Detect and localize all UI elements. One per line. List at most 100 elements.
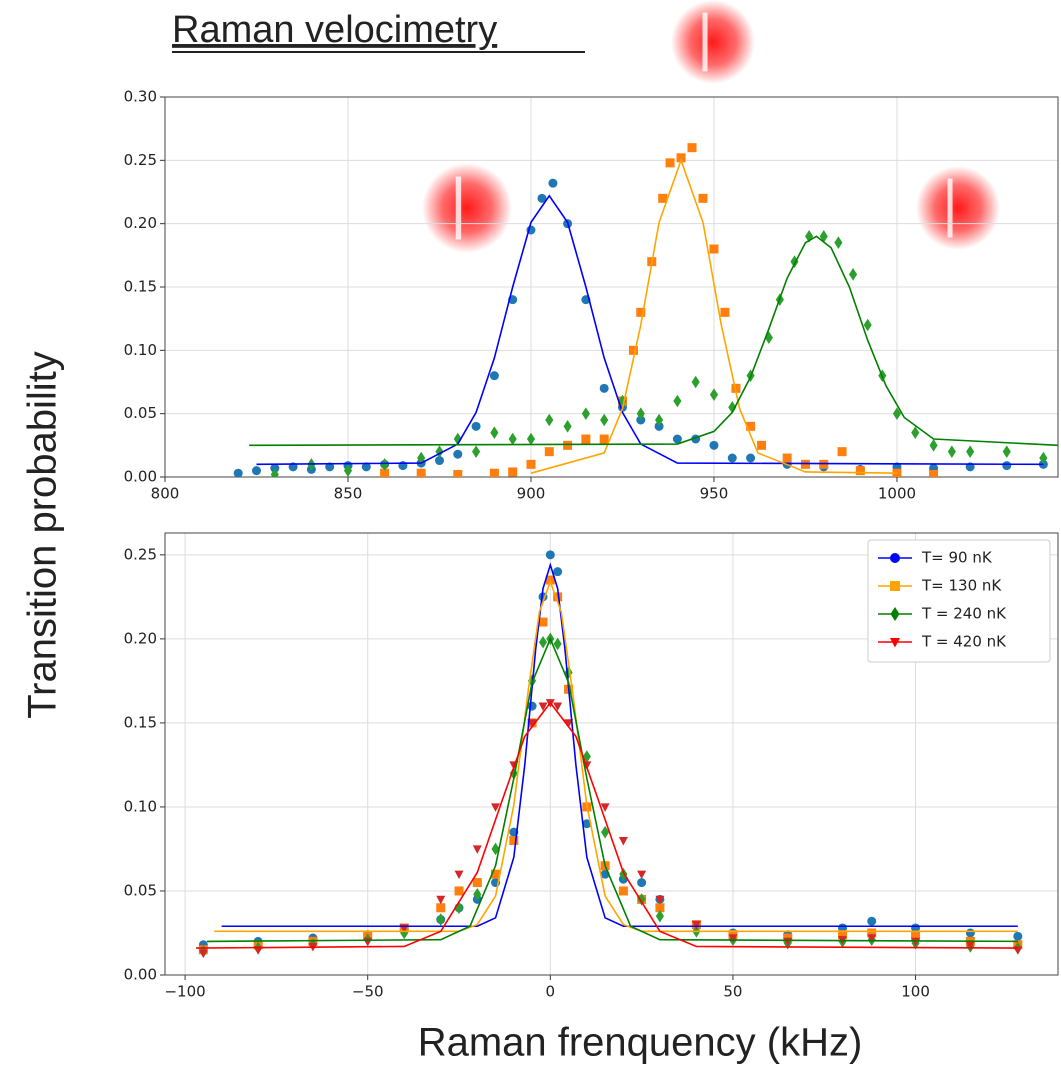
- data-point: [867, 916, 877, 926]
- data-point: [848, 268, 858, 281]
- data-point: [709, 388, 719, 401]
- x-tick-label: 100: [901, 983, 930, 1001]
- data-point: [400, 926, 409, 940]
- data-point: [867, 934, 877, 943]
- data-point: [563, 420, 572, 433]
- data-point: [526, 459, 536, 469]
- data-point: [548, 178, 558, 188]
- data-point: [538, 635, 548, 649]
- data-point: [746, 453, 756, 463]
- data-point: [619, 867, 628, 881]
- data-point: [471, 421, 481, 431]
- atom-cloud: [916, 166, 1000, 250]
- data-point: [834, 236, 843, 249]
- data-point: [489, 371, 499, 381]
- data-point: [472, 878, 482, 888]
- data-point: [892, 407, 902, 420]
- x-axis-label: Raman frenquency (kHz): [418, 1021, 863, 1065]
- x-tick-label: 1000: [878, 485, 916, 503]
- legend-box: [867, 539, 1051, 663]
- y-tick-label: 0.15: [124, 278, 157, 296]
- data-point: [1002, 461, 1012, 471]
- y-tick-label: 0.25: [124, 151, 157, 169]
- data-point: [270, 468, 279, 477]
- data-point: [544, 447, 554, 457]
- data-point: [563, 440, 573, 450]
- data-point: [838, 930, 848, 940]
- data-point: [782, 453, 792, 463]
- data-point: [654, 421, 664, 431]
- data-point: [746, 421, 756, 431]
- data-point: [600, 413, 609, 427]
- data-point: [720, 307, 730, 317]
- data-point: [819, 230, 828, 243]
- y-tick-label: 0.15: [124, 713, 157, 731]
- data-point: [599, 383, 609, 393]
- data-point: [508, 467, 518, 477]
- data-point: [911, 426, 920, 439]
- data-point: [491, 842, 500, 856]
- data-point: [472, 845, 482, 854]
- data-point: [929, 439, 938, 452]
- legend-label: T= 130 nK: [921, 577, 1002, 595]
- fit-line: [221, 562, 1018, 928]
- plot-area: [196, 550, 1023, 959]
- fit-line: [196, 701, 1018, 949]
- data-point: [687, 143, 697, 153]
- y-tick-label: 0.05: [124, 881, 157, 899]
- data-point: [380, 458, 389, 471]
- data-point: [637, 870, 647, 880]
- data-point: [673, 394, 682, 408]
- data-point: [1002, 445, 1011, 458]
- data-point: [837, 447, 847, 457]
- data-point: [545, 550, 555, 560]
- y-tick-label: 0.30: [124, 88, 157, 106]
- data-point: [508, 432, 517, 446]
- data-point: [581, 407, 590, 420]
- data-point: [672, 434, 682, 444]
- data-point: [1013, 931, 1023, 941]
- data-point: [436, 913, 445, 926]
- data-point: [618, 836, 628, 846]
- data-point: [473, 888, 482, 901]
- data-point: [965, 928, 975, 938]
- x-tick-label: 0: [546, 983, 556, 1001]
- plot-area: [233, 143, 1058, 477]
- fit-line: [256, 194, 1044, 466]
- y-axis-label: Transition probability: [21, 351, 65, 719]
- x-tick-label: 50: [723, 983, 742, 1001]
- y-tick-label: 0.10: [124, 341, 157, 359]
- plot-frame: [164, 96, 1059, 478]
- data-point: [436, 895, 446, 905]
- data-point: [676, 153, 686, 163]
- data-point: [947, 445, 956, 458]
- data-point: [655, 413, 664, 427]
- data-point: [564, 719, 574, 728]
- x-tick-label: 900: [517, 485, 546, 503]
- data-point: [582, 819, 592, 829]
- data-point: [545, 413, 554, 427]
- data-point: [526, 432, 536, 446]
- atom-cloud: [671, 0, 755, 84]
- x-tick-label: −100: [164, 983, 205, 1001]
- legend-label: T= 90 nK: [921, 549, 993, 567]
- data-point: [890, 581, 900, 591]
- legend-label: T = 240 nK: [921, 605, 1007, 623]
- x-tick-label: −50: [352, 983, 384, 1001]
- data-point: [655, 895, 665, 905]
- data-point: [491, 869, 501, 879]
- fit-line: [214, 579, 1018, 933]
- x-tick-label: 950: [700, 485, 729, 503]
- fit-line: [206, 636, 1018, 943]
- data-point: [491, 803, 501, 812]
- data-point: [691, 375, 700, 389]
- y-tick-label: 0.20: [124, 214, 157, 232]
- data-point: [453, 449, 463, 459]
- data-point: [790, 255, 799, 268]
- data-point: [698, 193, 708, 203]
- data-point: [890, 553, 900, 563]
- data-point: [509, 836, 519, 846]
- data-point: [490, 426, 499, 439]
- data-point: [233, 468, 243, 477]
- data-point: [618, 886, 628, 896]
